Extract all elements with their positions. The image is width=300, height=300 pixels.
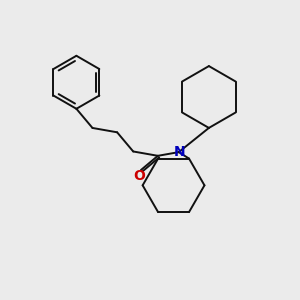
Text: N: N bbox=[174, 145, 186, 159]
Text: O: O bbox=[134, 169, 146, 184]
